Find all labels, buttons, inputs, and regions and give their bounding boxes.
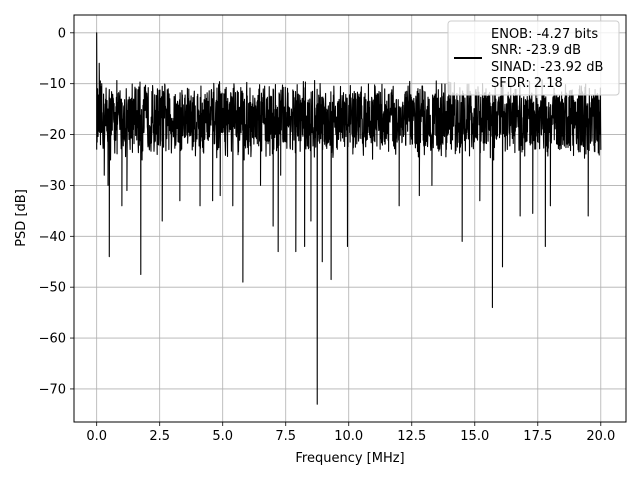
- x-axis: 0.0 2.5 5.0 7.5 10.0 12.5 15.0 17.5 20.0: [86, 422, 615, 444]
- legend-entry-snr: SNR: -23.9 dB: [491, 43, 581, 58]
- plot-area: [96, 32, 602, 405]
- y-axis: 0 −10 −20 −30 −40 −50 −60 −70: [39, 26, 74, 397]
- x-tick-label: 12.5: [397, 429, 426, 444]
- y-tick-label: −50: [39, 281, 66, 296]
- x-tick-label: 20.0: [586, 429, 615, 444]
- y-tick-label: 0: [58, 26, 66, 41]
- legend-entry-enob: ENOB: -4.27 bits: [491, 27, 598, 42]
- x-axis-label: Frequency [MHz]: [295, 451, 404, 466]
- psd-series-line: [96, 32, 602, 405]
- legend-entry-sinad: SINAD: -23.92 dB: [491, 60, 603, 75]
- y-tick-label: −30: [39, 179, 66, 194]
- legend-box: [447, 20, 620, 96]
- x-tick-label: 10.0: [334, 429, 363, 444]
- x-tick-label: 5.0: [212, 429, 233, 444]
- y-tick-label: −10: [39, 77, 66, 92]
- x-tick-label: 2.5: [149, 429, 170, 444]
- x-tick-label: 15.0: [460, 429, 489, 444]
- y-tick-label: −40: [39, 230, 66, 245]
- legend: ENOB: -4.27 bits SNR: -23.9 dB SINAD: -2…: [447, 20, 620, 96]
- x-tick-label: 17.5: [523, 429, 552, 444]
- x-tick-label: 7.5: [275, 429, 296, 444]
- y-tick-label: −60: [39, 332, 66, 347]
- x-tick-label: 0.0: [86, 429, 107, 444]
- axes-frame: [73, 14, 627, 423]
- y-axis-label: PSD [dB]: [14, 189, 29, 247]
- y-tick-label: −20: [39, 128, 66, 143]
- legend-entry-sfdr: SFDR: 2.18: [491, 76, 563, 91]
- y-tick-label: −70: [39, 382, 66, 397]
